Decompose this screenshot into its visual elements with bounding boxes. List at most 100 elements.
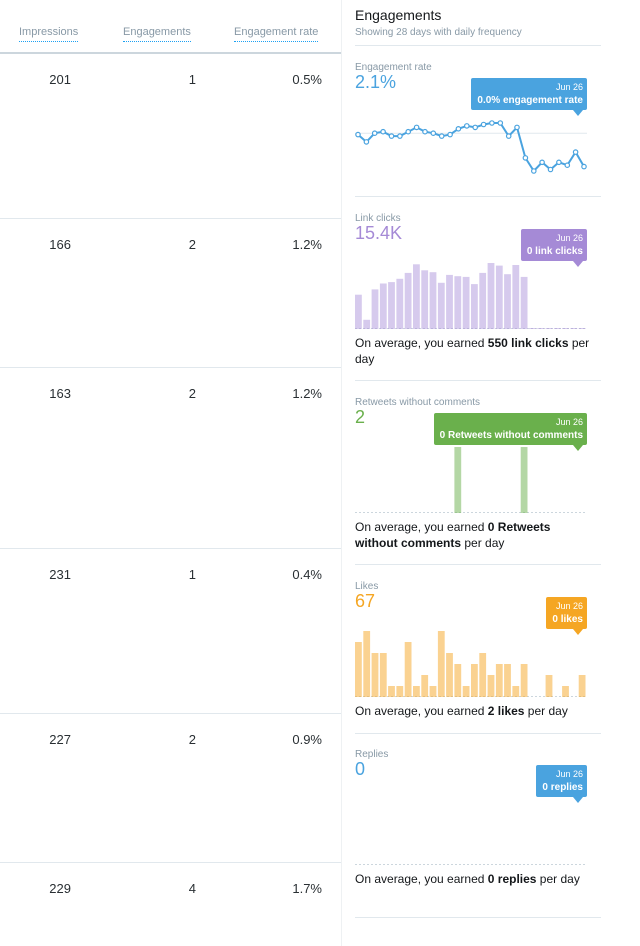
chart-bar[interactable] xyxy=(363,631,371,697)
chart-bar[interactable] xyxy=(355,642,362,697)
chart-bar[interactable] xyxy=(363,319,371,329)
chart-point[interactable] xyxy=(455,126,462,132)
chart-bar[interactable] xyxy=(396,278,404,329)
chart-bar[interactable] xyxy=(504,664,511,697)
chart-bar[interactable] xyxy=(545,675,553,697)
chart-point[interactable] xyxy=(480,121,487,128)
chart-point[interactable] xyxy=(522,155,529,161)
likes-chart[interactable] xyxy=(355,631,587,697)
chart-bar[interactable] xyxy=(404,642,412,697)
chart-bar[interactable] xyxy=(512,265,520,329)
chart-point[interactable] xyxy=(497,120,504,126)
chart-bar[interactable] xyxy=(520,276,528,329)
chart-bar[interactable] xyxy=(520,447,528,513)
chart-point[interactable] xyxy=(472,124,479,131)
chart-bar[interactable] xyxy=(487,675,495,697)
chart-bar[interactable] xyxy=(388,686,395,697)
chart-point[interactable] xyxy=(539,159,545,166)
table-row[interactable]: 231 1 0.4% xyxy=(0,549,341,714)
table-row[interactable]: 227 2 0.9% xyxy=(0,714,341,863)
chart-point[interactable] xyxy=(447,131,453,138)
chart-bar[interactable] xyxy=(454,447,462,513)
chart-bar[interactable] xyxy=(421,675,429,697)
chart-bar[interactable] xyxy=(413,686,420,697)
chart-bar[interactable] xyxy=(454,276,462,329)
chart-point[interactable] xyxy=(489,120,495,126)
chart-point[interactable] xyxy=(514,124,520,131)
chart-bar[interactable] xyxy=(396,686,404,697)
chart-bar[interactable] xyxy=(421,270,429,329)
chart-point[interactable] xyxy=(413,124,420,131)
chart-bar[interactable] xyxy=(512,686,520,697)
table-row[interactable]: 166 2 1.2% xyxy=(0,219,341,368)
chart-bar[interactable] xyxy=(437,631,445,697)
chart-bar[interactable] xyxy=(379,283,387,330)
table-row[interactable]: 201 1 0.5% xyxy=(0,54,341,219)
chart-bar[interactable] xyxy=(504,274,511,329)
chart-bar[interactable] xyxy=(578,675,586,697)
chart-bar[interactable] xyxy=(413,264,420,329)
link-clicks-tooltip: Jun 26 0 link clicks xyxy=(520,229,587,267)
chart-bar[interactable] xyxy=(562,328,569,329)
chart-bar[interactable] xyxy=(454,664,462,697)
chart-bar[interactable] xyxy=(562,686,569,697)
engagement-rate-chart[interactable] xyxy=(355,117,587,177)
chart-bar[interactable] xyxy=(446,653,453,697)
header-impressions[interactable]: Impressions xyxy=(19,26,79,42)
chart-bar[interactable] xyxy=(437,282,445,329)
chart-bar[interactable] xyxy=(446,274,453,329)
chart-point[interactable] xyxy=(572,149,579,155)
replies-average: On average, you earned 0 replies per day xyxy=(355,872,580,886)
chart-point[interactable] xyxy=(531,168,537,174)
chart-bar[interactable] xyxy=(388,282,395,329)
chart-point[interactable] xyxy=(581,163,587,170)
chart-point[interactable] xyxy=(422,128,428,135)
chart-bar[interactable] xyxy=(429,686,437,697)
chart-bar[interactable] xyxy=(471,664,478,697)
chart-point[interactable] xyxy=(397,133,403,139)
divider xyxy=(355,196,601,197)
chart-bar[interactable] xyxy=(479,653,487,697)
table-row[interactable]: 163 2 1.2% xyxy=(0,368,341,549)
chart-point[interactable] xyxy=(556,159,562,166)
chart-bar[interactable] xyxy=(553,328,561,329)
chart-bar[interactable] xyxy=(578,328,586,329)
retweets-chart[interactable] xyxy=(355,447,587,513)
chart-point[interactable] xyxy=(430,130,437,137)
chart-bar[interactable] xyxy=(545,328,553,329)
table-row[interactable]: 229 4 1.7% xyxy=(0,863,341,946)
chart-point[interactable] xyxy=(363,139,370,145)
chart-bar[interactable] xyxy=(495,664,503,697)
chart-bar[interactable] xyxy=(529,328,536,329)
chart-bar[interactable] xyxy=(355,294,362,329)
chart-bar[interactable] xyxy=(471,284,478,329)
chart-point[interactable] xyxy=(388,133,395,139)
chart-bar[interactable] xyxy=(462,276,470,329)
chart-bar[interactable] xyxy=(479,272,487,329)
chart-bar[interactable] xyxy=(404,272,412,329)
replies-chart[interactable] xyxy=(355,799,587,865)
chart-point[interactable] xyxy=(505,133,512,139)
chart-point[interactable] xyxy=(564,162,571,169)
chart-bar[interactable] xyxy=(371,289,379,329)
chart-point[interactable] xyxy=(405,128,412,135)
chart-bar[interactable] xyxy=(429,272,437,329)
chart-bar[interactable] xyxy=(520,664,528,697)
chart-bar[interactable] xyxy=(537,328,545,329)
chart-point[interactable] xyxy=(438,133,445,139)
chart-bar[interactable] xyxy=(371,653,379,697)
chart-point[interactable] xyxy=(464,123,470,129)
chart-point[interactable] xyxy=(380,128,386,135)
chart-bar[interactable] xyxy=(379,653,387,697)
header-engagement-rate[interactable]: Engagement rate xyxy=(234,26,319,42)
chart-point[interactable] xyxy=(547,166,554,173)
chart-point[interactable] xyxy=(371,130,378,137)
chart-bar[interactable] xyxy=(487,263,495,329)
header-engagements[interactable]: Engagements xyxy=(123,26,191,42)
chart-bar[interactable] xyxy=(570,328,578,329)
tooltip-date: Jun 26 xyxy=(555,82,583,92)
link-clicks-chart[interactable] xyxy=(355,263,587,329)
chart-bar[interactable] xyxy=(462,686,470,697)
chart-bar[interactable] xyxy=(495,265,503,329)
chart-point[interactable] xyxy=(355,131,361,138)
